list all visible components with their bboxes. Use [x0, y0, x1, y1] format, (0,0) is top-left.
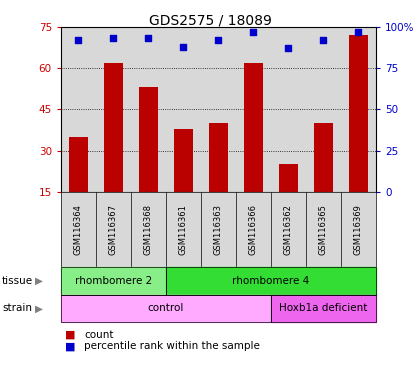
Text: ▶: ▶ — [35, 276, 43, 286]
Point — [285, 45, 292, 51]
Text: GDS2575 / 18089: GDS2575 / 18089 — [149, 13, 271, 27]
Text: tissue: tissue — [2, 276, 33, 286]
Bar — [279, 164, 298, 192]
Point — [145, 35, 152, 41]
Text: strain: strain — [2, 303, 32, 313]
Bar — [314, 123, 333, 192]
Bar — [209, 123, 228, 192]
Point — [75, 37, 82, 43]
Text: Hoxb1a deficient: Hoxb1a deficient — [279, 303, 368, 313]
Text: GSM116368: GSM116368 — [144, 204, 153, 255]
Point — [250, 29, 257, 35]
Text: GSM116363: GSM116363 — [214, 204, 223, 255]
Bar — [104, 63, 123, 192]
Point — [110, 35, 117, 41]
Bar — [349, 35, 368, 192]
Text: GSM116367: GSM116367 — [109, 204, 118, 255]
Point — [355, 29, 362, 35]
Bar — [244, 63, 263, 192]
Bar — [174, 129, 193, 192]
Text: ■: ■ — [65, 330, 76, 340]
Text: percentile rank within the sample: percentile rank within the sample — [84, 341, 260, 351]
Point — [180, 44, 187, 50]
Text: ■: ■ — [65, 341, 76, 351]
Text: GSM116364: GSM116364 — [74, 204, 83, 255]
Text: GSM116362: GSM116362 — [284, 204, 293, 255]
Text: count: count — [84, 330, 113, 340]
Text: control: control — [148, 303, 184, 313]
Text: ▶: ▶ — [35, 303, 43, 313]
Text: GSM116361: GSM116361 — [179, 204, 188, 255]
Text: GSM116365: GSM116365 — [319, 204, 328, 255]
Point — [320, 37, 327, 43]
Bar — [69, 137, 88, 192]
Text: GSM116366: GSM116366 — [249, 204, 258, 255]
Point — [215, 37, 222, 43]
Text: GSM116369: GSM116369 — [354, 204, 363, 255]
Text: rhombomere 2: rhombomere 2 — [75, 276, 152, 286]
Text: rhombomere 4: rhombomere 4 — [232, 276, 310, 286]
Bar — [139, 88, 158, 192]
